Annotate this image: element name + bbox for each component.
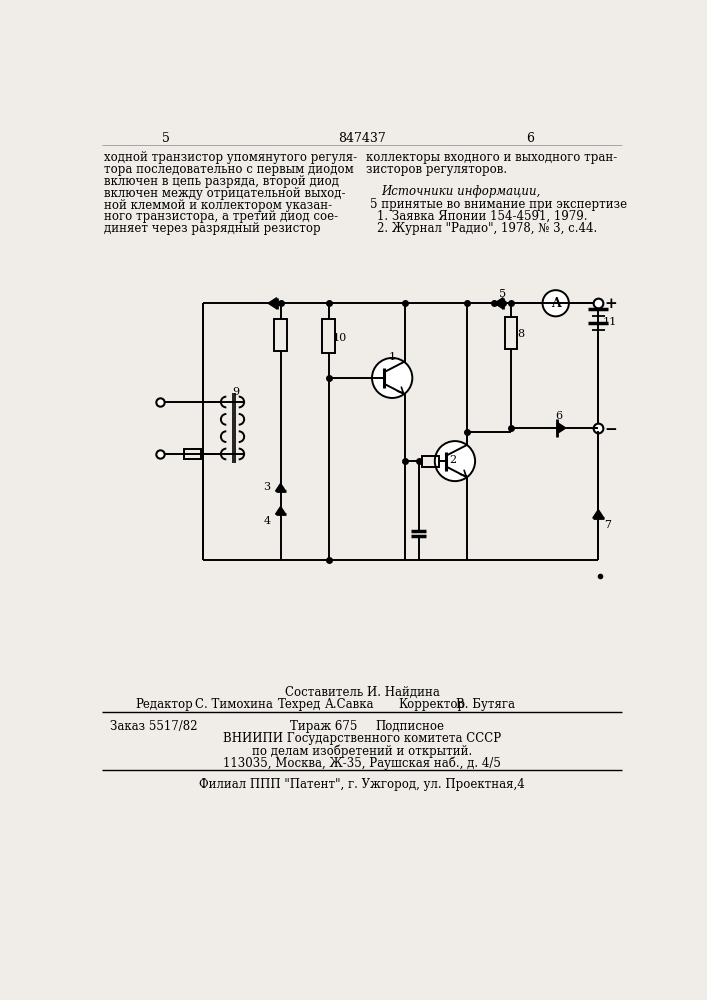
Text: Редактор: Редактор bbox=[135, 698, 192, 711]
Text: Заказ 5517/82: Заказ 5517/82 bbox=[110, 720, 197, 733]
Text: Источники информации,: Источники информации, bbox=[380, 185, 540, 198]
Text: 8: 8 bbox=[517, 329, 524, 339]
Polygon shape bbox=[494, 298, 503, 309]
Text: ВНИИПИ Государственного комитета СССР: ВНИИПИ Государственного комитета СССР bbox=[223, 732, 501, 745]
Circle shape bbox=[372, 358, 412, 398]
Text: Составитель И. Найдина: Составитель И. Найдина bbox=[284, 686, 439, 699]
Text: 2: 2 bbox=[449, 455, 456, 465]
Text: включен между отрицательной выход-: включен между отрицательной выход- bbox=[104, 187, 346, 200]
Text: ходной транзистор упомянутого регуля-: ходной транзистор упомянутого регуля- bbox=[104, 151, 357, 164]
Text: тора последовательно с первым диодом: тора последовательно с первым диодом bbox=[104, 163, 354, 176]
Text: 5: 5 bbox=[499, 289, 506, 299]
Text: ной клеммой и коллектором указан-: ной клеммой и коллектором указан- bbox=[104, 199, 332, 212]
Text: коллекторы входного и выходного тран-: коллекторы входного и выходного тран- bbox=[366, 151, 617, 164]
Text: 5: 5 bbox=[162, 132, 170, 145]
Text: 3: 3 bbox=[264, 482, 271, 492]
Polygon shape bbox=[268, 298, 276, 309]
Text: 5 принятые во внимание при экспертизе: 5 принятые во внимание при экспертизе bbox=[370, 198, 627, 211]
Text: включен в цепь разряда, второй диод: включен в цепь разряда, второй диод bbox=[104, 175, 339, 188]
Polygon shape bbox=[557, 422, 566, 434]
Circle shape bbox=[542, 290, 569, 316]
Bar bbox=[274, 319, 287, 351]
Bar bbox=[421, 456, 439, 466]
Text: 1: 1 bbox=[389, 352, 396, 362]
Text: В. Бутяга: В. Бутяга bbox=[456, 698, 515, 711]
Text: +: + bbox=[604, 297, 617, 311]
Text: 6: 6 bbox=[526, 132, 534, 145]
Text: 113035, Москва, Ж-35, Раушская наб., д. 4/5: 113035, Москва, Ж-35, Раушская наб., д. … bbox=[223, 757, 501, 770]
Text: зисторов регуляторов.: зисторов регуляторов. bbox=[366, 163, 507, 176]
Text: 10: 10 bbox=[332, 333, 346, 343]
Text: Корректор: Корректор bbox=[398, 698, 465, 711]
Text: 847437: 847437 bbox=[338, 132, 386, 145]
Text: 11: 11 bbox=[602, 317, 617, 327]
Text: С. Тимохина: С. Тимохина bbox=[194, 698, 272, 711]
Text: 6: 6 bbox=[556, 411, 563, 421]
Text: 9: 9 bbox=[232, 387, 239, 397]
Text: 4: 4 bbox=[264, 516, 271, 526]
Text: 7: 7 bbox=[604, 520, 612, 530]
Text: A: A bbox=[551, 297, 561, 310]
Text: диняет через разрядный резистор: диняет через разрядный резистор bbox=[104, 222, 320, 235]
Text: Филиал ППП "Патент", г. Ужгород, ул. Проектная,4: Филиал ППП "Патент", г. Ужгород, ул. Про… bbox=[199, 778, 525, 791]
Bar bbox=[505, 317, 517, 349]
Text: Техред: Техред bbox=[279, 698, 322, 711]
Text: 2. Журнал "Радио", 1978, № 3, с.44.: 2. Журнал "Радио", 1978, № 3, с.44. bbox=[378, 222, 597, 235]
Text: 1. Заявка Японии 154-4591, 1979.: 1. Заявка Японии 154-4591, 1979. bbox=[378, 210, 588, 223]
Text: −: − bbox=[604, 423, 617, 437]
Polygon shape bbox=[276, 507, 286, 514]
Polygon shape bbox=[592, 510, 604, 518]
Text: по делам изобретений и открытий.: по делам изобретений и открытий. bbox=[252, 744, 472, 758]
Text: А.Савка: А.Савка bbox=[325, 698, 374, 711]
Text: Тираж 675: Тираж 675 bbox=[290, 720, 357, 733]
Circle shape bbox=[435, 441, 475, 481]
Text: Подписное: Подписное bbox=[375, 720, 444, 733]
Bar bbox=[322, 319, 335, 353]
Text: ного транзистора, а третий диод сое-: ного транзистора, а третий диод сое- bbox=[104, 210, 338, 223]
Bar bbox=[184, 449, 201, 459]
Polygon shape bbox=[276, 483, 286, 491]
